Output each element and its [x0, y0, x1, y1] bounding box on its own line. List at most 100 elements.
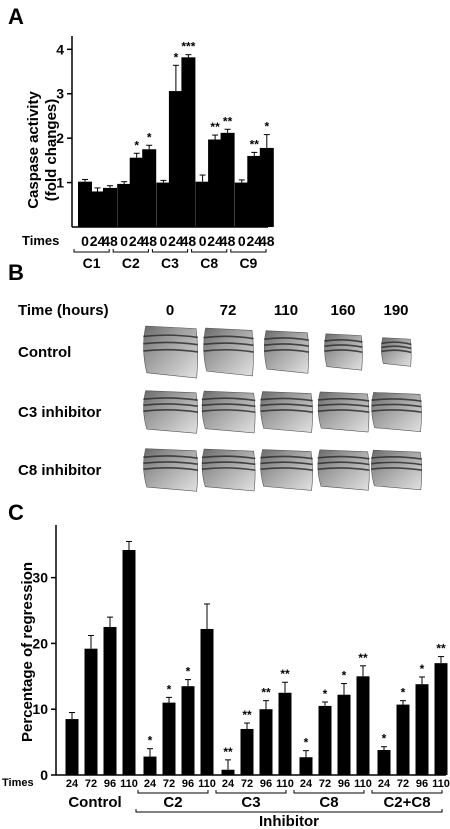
tissue-band [203, 335, 254, 340]
panel-b-time-label: 190 [383, 302, 408, 319]
chart-a-time-label: 24 [207, 233, 223, 249]
chart-c-time-label: 24 [300, 778, 313, 790]
chart-a-group-label: C2 [122, 255, 140, 271]
chart-c-group-label: C8 [319, 794, 338, 811]
tissue-band [317, 467, 370, 471]
tissue-band [143, 397, 198, 401]
tissue-image [143, 448, 198, 492]
chart-c-bar [103, 626, 117, 775]
chart-a-group-bracket [230, 249, 267, 253]
chart-c-time-label: 96 [260, 778, 272, 790]
panel-a-letter: A [8, 4, 24, 29]
chart-a-group-bracket [73, 249, 110, 253]
tissue-band [371, 398, 422, 403]
tissue-band [143, 403, 198, 407]
panel-b-time-label: 0 [166, 302, 174, 319]
chart-a-bar [117, 183, 132, 227]
chart-c-bar [221, 769, 235, 775]
panel-b-row-label: C8 inhibitor [18, 462, 101, 479]
chart-a-bar [78, 181, 92, 227]
panel-b-letter: B [8, 260, 24, 285]
chart-c-time-label: 96 [104, 778, 116, 790]
chart-a-bar [90, 191, 105, 227]
chart-a-time-label: 24 [129, 233, 145, 249]
chart-a-significance: * [147, 130, 152, 144]
tissue-image [201, 448, 256, 492]
chart-a-bar [208, 139, 223, 227]
chart-a-bar [168, 91, 183, 227]
tissue-band [371, 403, 422, 408]
chart-a-time-label: 24 [247, 233, 263, 249]
chart-a-y-tick-label: 1 [56, 175, 64, 191]
tissue-image [381, 337, 412, 367]
tissue-image [143, 325, 198, 379]
chart-c-group-bracket [137, 790, 209, 794]
tissue-band [371, 461, 423, 466]
chart-a-times-label: Times [22, 233, 59, 248]
chart-c-significance: * [382, 732, 387, 746]
tissue-image [260, 449, 313, 491]
chart-a-significance: ** [210, 120, 220, 134]
chart-a-bar [103, 187, 117, 227]
chart-c-time-label: 110 [120, 778, 138, 790]
chart-a-bar [142, 149, 157, 227]
tissue-band [317, 461, 370, 466]
tissue-band [371, 456, 423, 460]
chart-a-group-bracket [112, 249, 149, 253]
chart-a-time-label: 48 [181, 233, 197, 249]
tissue-outline [143, 325, 198, 379]
chart-c-bar [299, 757, 313, 775]
tissue-outline [260, 391, 313, 433]
chart-c-time-label: 72 [241, 778, 253, 790]
chart-c-group-label: Control [68, 794, 121, 811]
chart-c-bar [318, 705, 332, 775]
chart-a-time-label: 0 [81, 233, 89, 249]
chart-a-bar [247, 155, 262, 227]
chart-a-bar [129, 157, 144, 227]
chart-c-bar [143, 756, 157, 775]
tissue-band [201, 461, 256, 466]
chart-a-time-label: 48 [259, 233, 275, 249]
chart-c-time-label: 72 [163, 778, 175, 790]
chart-c-group-bracket [215, 790, 287, 794]
chart-c-significance: * [342, 669, 347, 683]
tissue-image [143, 390, 198, 434]
chart-c-significance: ** [242, 708, 252, 722]
panel-b-time-label: 110 [274, 302, 298, 319]
tissue-image [201, 390, 256, 434]
chart-c-time-label: 96 [182, 778, 194, 790]
chart-c-time-label: 96 [416, 778, 428, 790]
tissue-band [260, 461, 313, 466]
tissue-band [260, 467, 313, 471]
chart-c-bar [200, 628, 214, 775]
chart-a-significance: *** [181, 40, 195, 54]
tissue-band [143, 341, 198, 346]
chart-c-significance: ** [280, 667, 290, 681]
chart-c-y-tick-label: 30 [32, 570, 48, 586]
chart-a-group-label: C1 [83, 255, 101, 271]
chart-a-bar [181, 57, 196, 228]
tissue-band [203, 348, 254, 353]
chart-a-y-tick-label: 3 [56, 86, 64, 102]
chart-c-time-label: 72 [319, 778, 331, 790]
chart-c-bar [396, 704, 410, 775]
chart-c-bar [434, 663, 448, 775]
chart-a-significance: ** [250, 137, 260, 151]
chart-c-significance: ** [358, 651, 368, 665]
chart-a-group-bracket [191, 249, 228, 253]
chart-a-time-label: 24 [168, 233, 184, 249]
panel-b-row-label: Control [18, 344, 71, 361]
chart-c-time-label: 110 [432, 778, 450, 790]
chart-a-significance: * [134, 138, 139, 152]
chart-c-significance: * [148, 734, 153, 748]
chart-a-y-tick-label: 2 [56, 130, 64, 146]
tissue-band [324, 344, 363, 348]
tissue-band [260, 455, 313, 460]
tissue-band [371, 409, 422, 414]
chart-a-significance: * [174, 50, 179, 64]
chart-c-time-label: 24 [222, 778, 235, 790]
tissue-outline [264, 330, 310, 374]
tissue-image [260, 391, 313, 433]
chart-c-bar [377, 750, 391, 775]
chart-c-group-bracket [371, 790, 443, 794]
